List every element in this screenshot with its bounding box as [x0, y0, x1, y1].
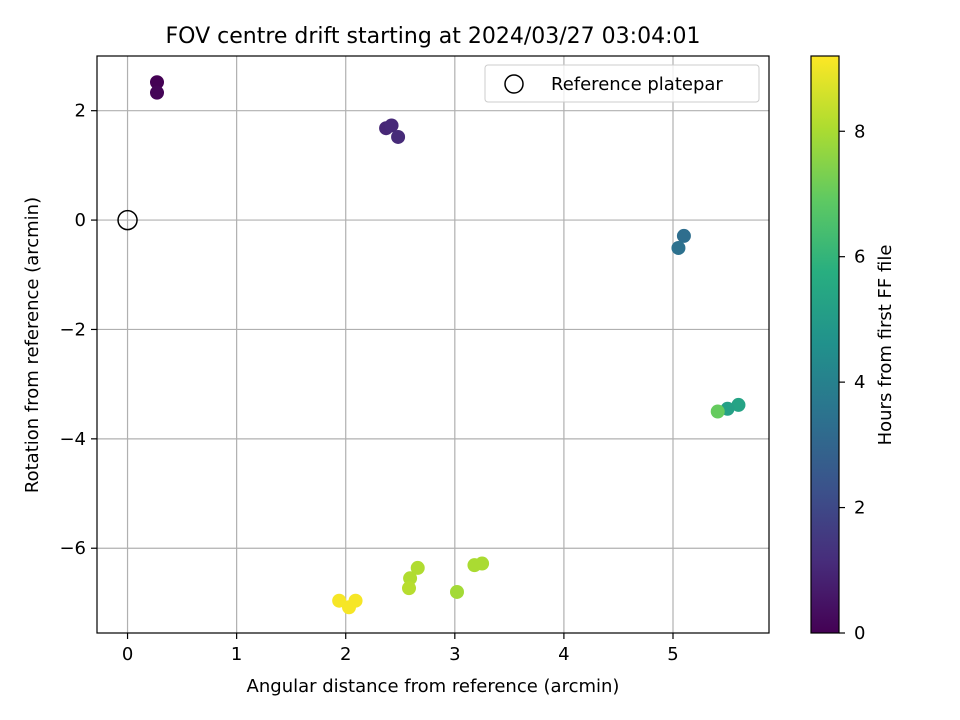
legend: Reference platepar: [484, 64, 760, 103]
data-points: [117, 75, 746, 615]
scatter-point: [450, 584, 464, 599]
scatter-point: [671, 240, 686, 255]
scatter-point: [676, 228, 691, 243]
scatter-point: [342, 600, 356, 615]
legend-label: Reference platepar: [551, 74, 723, 95]
x-tick-label: 5: [667, 644, 678, 665]
colorbar-tick-label: 8: [854, 121, 865, 142]
colorbar-tick-label: 6: [854, 247, 865, 268]
scatter-point: [384, 118, 399, 133]
chart-title: FOV centre drift starting at 2024/03/27 …: [166, 24, 701, 49]
grid: [97, 56, 769, 633]
y-tick-label: −4: [59, 429, 86, 450]
scatter-point: [150, 85, 164, 100]
plot-area-frame: [96, 55, 770, 634]
x-tick-label: 3: [449, 644, 460, 665]
colorbar-gradient: [810, 55, 840, 634]
colorbar-tick-label: 2: [854, 498, 865, 519]
scatter-point: [391, 129, 406, 144]
y-axis-label: Rotation from reference (arcmin): [22, 197, 43, 493]
colorbar-tick-label: 0: [854, 623, 865, 644]
y-tick-label: 0: [75, 210, 86, 231]
reference-marker: [117, 209, 138, 231]
legend-box: [484, 64, 760, 103]
colorbar-label: Hours from first FF file: [875, 245, 896, 446]
scatter-point: [475, 556, 490, 571]
colorbar-tick-label: 4: [854, 372, 865, 393]
legend-reference-marker: [504, 74, 524, 94]
x-tick-label: 1: [231, 644, 242, 665]
axis-ticks: 0 1 2 3 4 5 2 0 −2 −4 −6: [59, 101, 678, 665]
y-tick-label: 2: [75, 101, 86, 122]
scatter-point: [731, 397, 746, 412]
x-axis-label: Angular distance from reference (arcmin): [247, 676, 620, 697]
x-tick-label: 2: [340, 644, 351, 665]
scatter-point: [332, 593, 347, 608]
y-tick-label: −2: [59, 319, 86, 340]
colorbar: 0 2 4 6 8 Hours from first FF file: [810, 55, 896, 644]
scatter-point: [402, 581, 416, 596]
scatter-point: [710, 404, 725, 419]
colorbar-ticks: 0 2 4 6 8: [839, 121, 865, 644]
scatter-point: [150, 75, 164, 90]
x-tick-label: 0: [122, 644, 133, 665]
scatter-point: [410, 560, 425, 575]
x-tick-label: 4: [558, 644, 569, 665]
y-tick-label: −6: [59, 538, 86, 559]
